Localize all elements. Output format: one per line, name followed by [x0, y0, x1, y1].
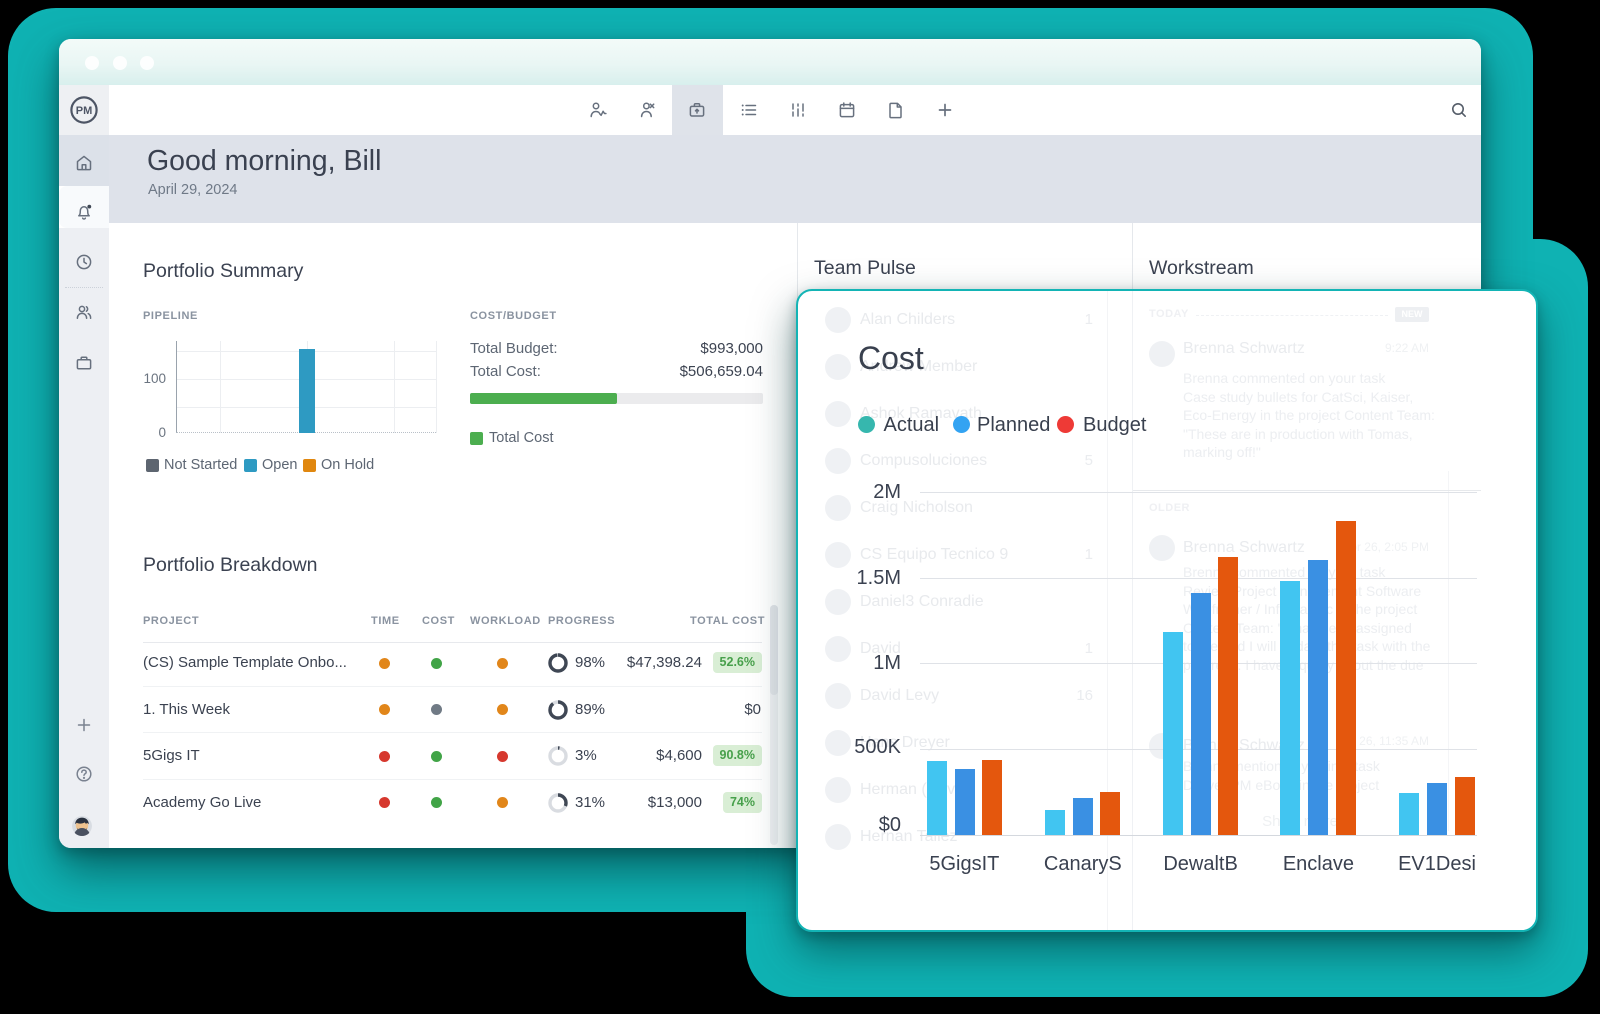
svg-text:PM: PM — [76, 105, 93, 117]
